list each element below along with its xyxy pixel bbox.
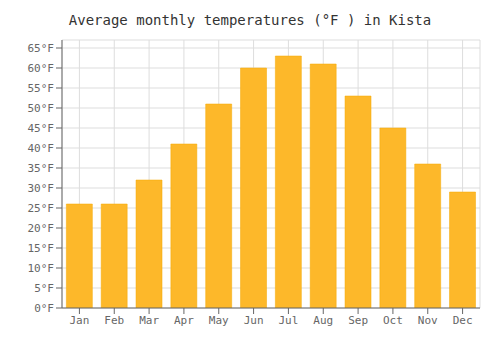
svg-text:5°F: 5°F xyxy=(34,282,54,295)
svg-text:30°F: 30°F xyxy=(28,182,55,195)
svg-text:Aug: Aug xyxy=(313,314,333,327)
svg-text:65°F: 65°F xyxy=(28,42,55,55)
svg-text:25°F: 25°F xyxy=(28,202,55,215)
svg-text:Sep: Sep xyxy=(348,314,368,327)
svg-text:50°F: 50°F xyxy=(28,102,55,115)
svg-text:40°F: 40°F xyxy=(28,142,55,155)
svg-text:35°F: 35°F xyxy=(28,162,55,175)
svg-text:Jan: Jan xyxy=(69,314,89,327)
svg-text:Mar: Mar xyxy=(139,314,159,327)
svg-text:45°F: 45°F xyxy=(28,122,55,135)
svg-text:10°F: 10°F xyxy=(28,262,55,275)
svg-text:Apr: Apr xyxy=(174,314,194,327)
svg-text:Jun: Jun xyxy=(244,314,264,327)
svg-text:May: May xyxy=(209,314,229,327)
svg-text:0°F: 0°F xyxy=(34,302,54,315)
svg-text:Feb: Feb xyxy=(104,314,124,327)
svg-text:55°F: 55°F xyxy=(28,82,55,95)
svg-text:15°F: 15°F xyxy=(28,242,55,255)
html-text:Average monthly temperatures (: Average monthly temperatures (°F ) in Ki… xyxy=(68,12,432,28)
svg-text:Nov: Nov xyxy=(418,314,438,327)
svg-text:Jul: Jul xyxy=(278,314,298,327)
svg-text:Dec: Dec xyxy=(453,314,473,327)
svg-text:20°F: 20°F xyxy=(28,222,55,235)
svg-text:Oct: Oct xyxy=(383,314,403,327)
svg-text:60°F: 60°F xyxy=(28,62,55,75)
